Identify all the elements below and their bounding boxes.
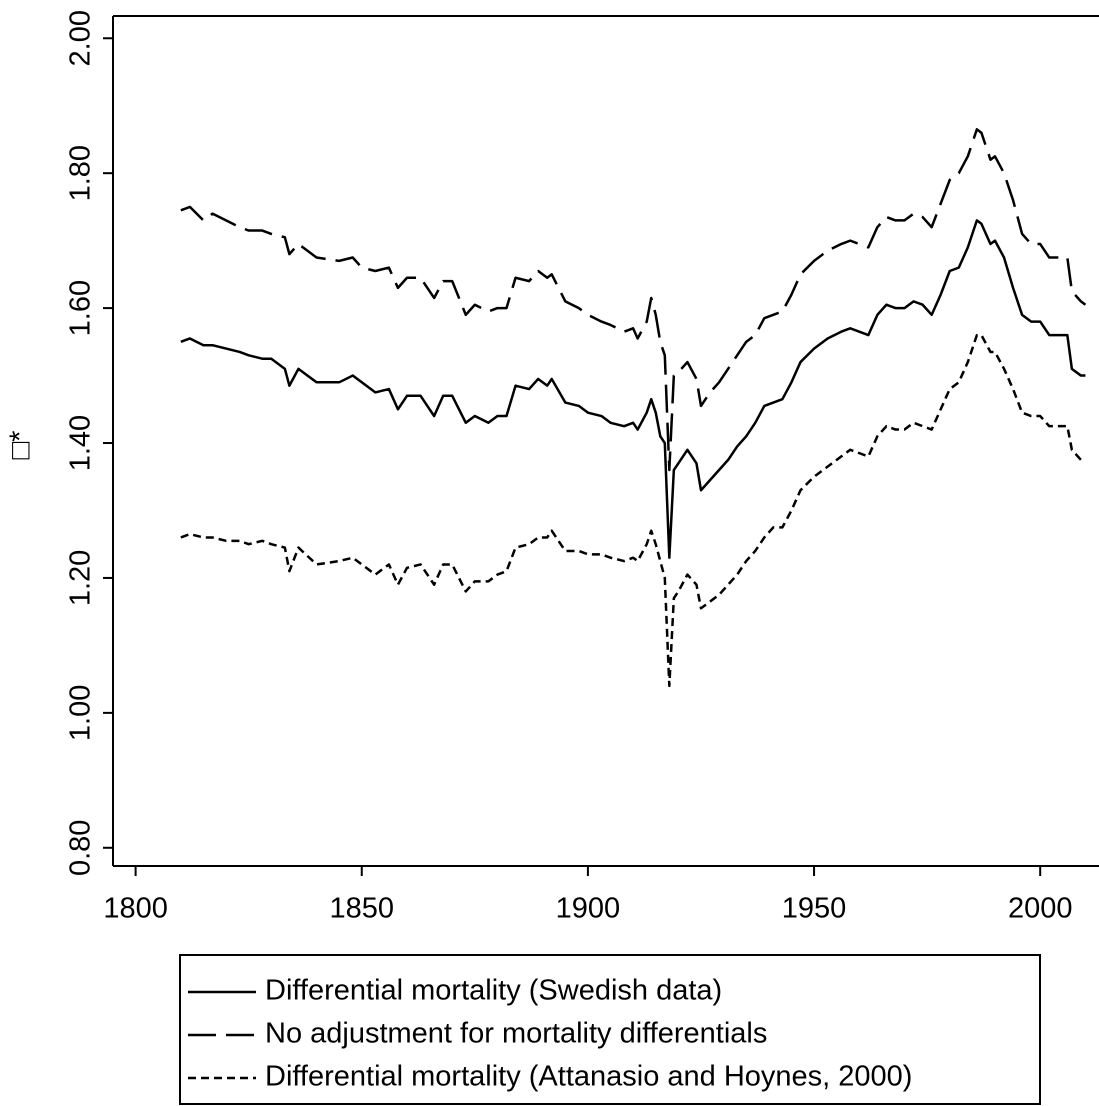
- x-tick-label: 2000: [1008, 893, 1073, 925]
- legend-box: [179, 954, 1041, 1105]
- y-tick-label: 1.00: [65, 685, 97, 741]
- y-tick-label: 1.60: [65, 280, 97, 336]
- x-tick-label: 1900: [556, 893, 621, 925]
- x-tick-label: 1850: [330, 893, 395, 925]
- x-tick-label: 1950: [782, 893, 847, 925]
- legend-label: Differential mortality (Attanasio and Ho…: [265, 1061, 912, 1093]
- y-tick-label: 2.00: [65, 10, 97, 66]
- x-tick-label: 1800: [103, 893, 168, 925]
- y-axis-label: □*: [5, 431, 37, 460]
- y-tick-label: 1.40: [65, 415, 97, 471]
- legend-label: Differential mortality (Swedish data): [265, 975, 722, 1007]
- y-tick-label: 1.80: [65, 145, 97, 201]
- data-line: [180, 333, 1086, 688]
- data-line: [180, 128, 1087, 472]
- legend-label: No adjustment for mortality differential…: [265, 1018, 767, 1050]
- y-tick-label: 1.20: [65, 550, 97, 606]
- data-line: [180, 219, 1086, 559]
- y-tick-label: 0.80: [65, 820, 97, 876]
